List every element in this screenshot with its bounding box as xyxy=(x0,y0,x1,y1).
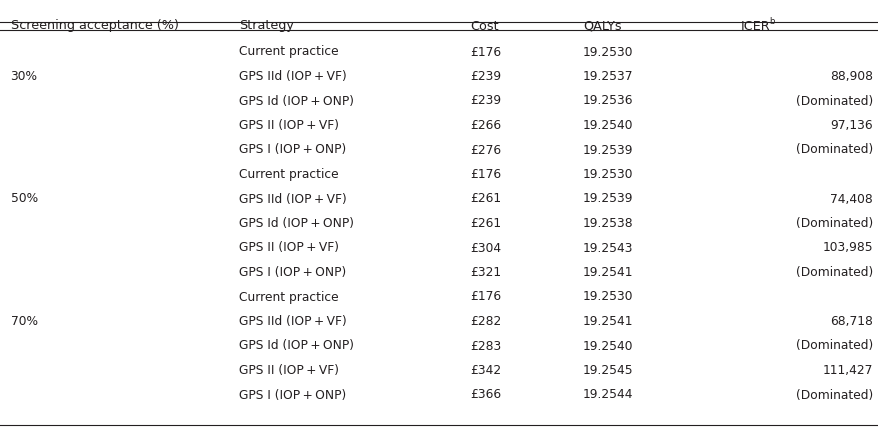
Text: 30%: 30% xyxy=(11,70,38,83)
Text: £304: £304 xyxy=(470,241,500,254)
Text: (Dominated): (Dominated) xyxy=(795,339,872,353)
Text: 103,985: 103,985 xyxy=(821,241,872,254)
Text: (Dominated): (Dominated) xyxy=(795,217,872,230)
Text: Current practice: Current practice xyxy=(239,46,338,59)
Text: Cost: Cost xyxy=(470,20,499,32)
Text: 68,718: 68,718 xyxy=(829,315,872,328)
Text: GPS II (IOP + VF): GPS II (IOP + VF) xyxy=(239,241,339,254)
Text: GPS II (IOP + VF): GPS II (IOP + VF) xyxy=(239,364,339,377)
Text: 70%: 70% xyxy=(11,315,38,328)
Text: 19.2538: 19.2538 xyxy=(582,217,633,230)
Text: 19.2541: 19.2541 xyxy=(582,266,632,279)
Text: 19.2540: 19.2540 xyxy=(582,119,632,132)
Text: 19.2545: 19.2545 xyxy=(582,364,633,377)
Text: Current practice: Current practice xyxy=(239,168,338,181)
Text: £266: £266 xyxy=(470,119,500,132)
Text: 19.2530: 19.2530 xyxy=(582,168,632,181)
Text: GPS IId (IOP + VF): GPS IId (IOP + VF) xyxy=(239,315,347,328)
Text: QALYs: QALYs xyxy=(582,20,621,32)
Text: 19.2543: 19.2543 xyxy=(582,241,632,254)
Text: £261: £261 xyxy=(470,192,500,205)
Text: GPS I (IOP + ONP): GPS I (IOP + ONP) xyxy=(239,389,346,402)
Text: 19.2540: 19.2540 xyxy=(582,339,632,353)
Text: (Dominated): (Dominated) xyxy=(795,144,872,156)
Text: (Dominated): (Dominated) xyxy=(795,266,872,279)
Text: 19.2541: 19.2541 xyxy=(582,315,632,328)
Text: GPS Id (IOP + ONP): GPS Id (IOP + ONP) xyxy=(239,339,354,353)
Text: £239: £239 xyxy=(470,70,500,83)
Text: Current practice: Current practice xyxy=(239,290,338,304)
Text: 74,408: 74,408 xyxy=(829,192,872,205)
Text: £282: £282 xyxy=(470,315,501,328)
Text: (Dominated): (Dominated) xyxy=(795,95,872,107)
Text: £321: £321 xyxy=(470,266,500,279)
Text: GPS IId (IOP + VF): GPS IId (IOP + VF) xyxy=(239,70,347,83)
Text: £342: £342 xyxy=(470,364,500,377)
Text: GPS Id (IOP + ONP): GPS Id (IOP + ONP) xyxy=(239,95,354,107)
Text: 111,427: 111,427 xyxy=(822,364,872,377)
Text: £276: £276 xyxy=(470,144,500,156)
Text: £176: £176 xyxy=(470,168,500,181)
Text: 19.2539: 19.2539 xyxy=(582,192,632,205)
Text: (Dominated): (Dominated) xyxy=(795,389,872,402)
Text: 19.2530: 19.2530 xyxy=(582,46,632,59)
Text: £176: £176 xyxy=(470,290,500,304)
Text: £366: £366 xyxy=(470,389,500,402)
Text: Screening acceptance (%): Screening acceptance (%) xyxy=(11,20,178,32)
Text: b: b xyxy=(768,17,774,25)
Text: 88,908: 88,908 xyxy=(829,70,872,83)
Text: GPS I (IOP + ONP): GPS I (IOP + ONP) xyxy=(239,266,346,279)
Text: GPS IId (IOP + VF): GPS IId (IOP + VF) xyxy=(239,192,347,205)
Text: 19.2530: 19.2530 xyxy=(582,290,632,304)
Text: Strategy: Strategy xyxy=(239,20,293,32)
Text: £283: £283 xyxy=(470,339,501,353)
Text: £261: £261 xyxy=(470,217,500,230)
Text: GPS II (IOP + VF): GPS II (IOP + VF) xyxy=(239,119,339,132)
Text: GPS I (IOP + ONP): GPS I (IOP + ONP) xyxy=(239,144,346,156)
Text: 19.2536: 19.2536 xyxy=(582,95,632,107)
Text: 97,136: 97,136 xyxy=(830,119,872,132)
Text: 19.2539: 19.2539 xyxy=(582,144,632,156)
Text: 19.2537: 19.2537 xyxy=(582,70,632,83)
Text: 50%: 50% xyxy=(11,192,38,205)
Text: £176: £176 xyxy=(470,46,500,59)
Text: ICER: ICER xyxy=(740,20,770,32)
Text: £239: £239 xyxy=(470,95,500,107)
Text: 19.2544: 19.2544 xyxy=(582,389,632,402)
Text: GPS Id (IOP + ONP): GPS Id (IOP + ONP) xyxy=(239,217,354,230)
